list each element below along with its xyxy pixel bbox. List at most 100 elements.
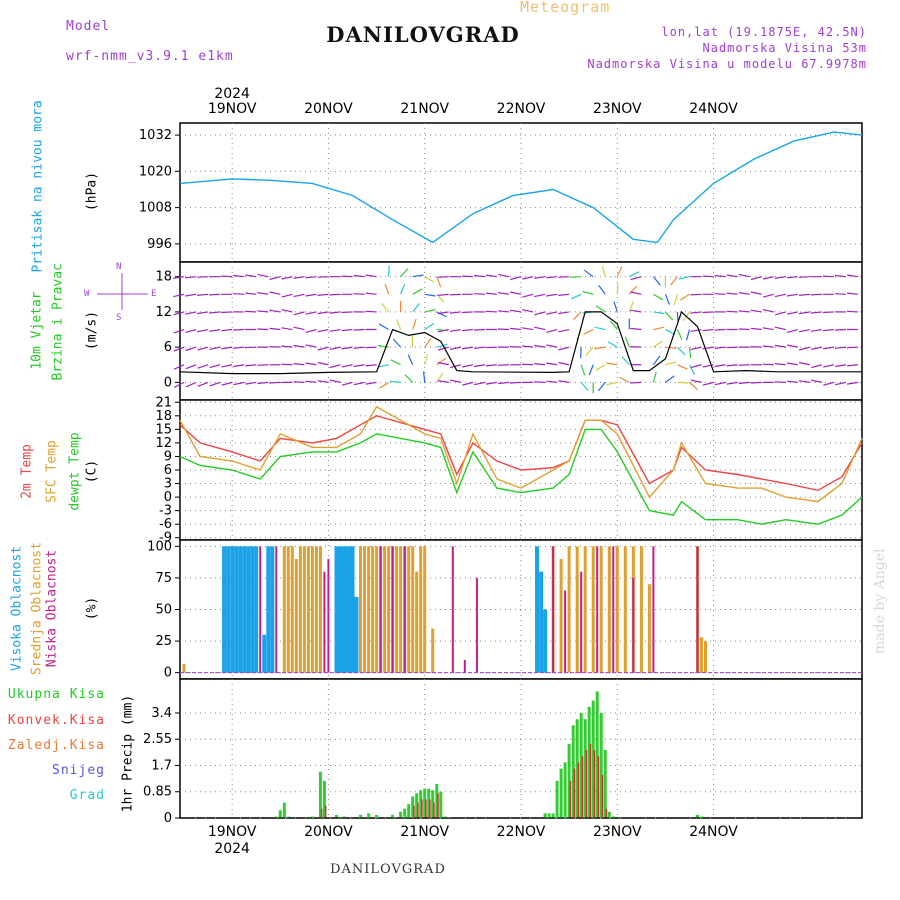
wind-barb — [702, 346, 714, 350]
wind-barb — [436, 276, 442, 288]
precip-bar — [611, 816, 615, 818]
chart-title: DANILOVGRAD — [326, 22, 520, 47]
wind-barb — [173, 346, 185, 352]
wind-barb — [233, 274, 245, 278]
temp-line-0 — [179, 415, 863, 492]
wind-barb — [498, 273, 510, 278]
wind-barb — [173, 364, 185, 370]
temp-ytick-label: -9 — [159, 531, 172, 546]
wind-barb — [522, 309, 534, 313]
wind-barb — [606, 362, 618, 366]
cloud-bar — [367, 546, 371, 673]
wind-ytick-label: 12 — [155, 305, 172, 320]
wind-barb — [281, 276, 293, 280]
wind-barb — [750, 276, 762, 281]
wind-barb — [436, 343, 448, 348]
cloud-bar — [583, 546, 587, 673]
wind-barb — [209, 381, 221, 387]
wind-barb — [221, 328, 233, 332]
wind-barb — [257, 273, 269, 278]
wind-barb — [823, 364, 835, 368]
wind-barb — [462, 381, 474, 386]
wind-barb — [580, 382, 589, 392]
wind-barb — [714, 346, 726, 349]
wind-barb — [305, 344, 317, 348]
wind-barb — [510, 276, 522, 281]
wind-barb — [546, 276, 558, 279]
cloud-bar — [226, 546, 231, 673]
wind-barb — [317, 293, 329, 296]
wind-barb — [690, 328, 702, 332]
precip-bar — [423, 788, 427, 818]
bottom-day-label: 20NOV — [304, 824, 353, 840]
wind-barb — [630, 346, 642, 348]
wind-barb — [407, 354, 414, 366]
wind-barb — [570, 293, 582, 300]
wind-barb — [233, 364, 245, 368]
precip-bar — [399, 811, 403, 818]
bottom-day-label: 22NOV — [497, 824, 546, 840]
wind-barb — [437, 380, 449, 383]
temp-ytick-label: 9 — [164, 449, 172, 464]
cloud-ytick-label: 0 — [164, 666, 172, 681]
precip-ytick-label: 2.55 — [143, 732, 172, 747]
model-name: wrf-nmm_v3.9.1 e1km — [66, 49, 234, 64]
wind-barb — [412, 288, 423, 295]
temp-ytick-label: 6 — [164, 463, 172, 478]
wind-barb — [461, 311, 473, 314]
wind-barb — [510, 309, 522, 313]
wind-barb — [750, 309, 762, 313]
wind-barb — [834, 274, 847, 278]
wind-barb — [185, 276, 197, 279]
precip-bar — [555, 780, 559, 818]
wind-barb — [365, 310, 377, 313]
wind-barb — [690, 293, 702, 296]
cloud-bar — [387, 546, 391, 673]
wind-barb — [628, 301, 634, 313]
wind-barb — [846, 364, 859, 367]
mid-cloud-label: Srednja Oblacnost — [29, 541, 45, 676]
wind-barb — [619, 376, 630, 383]
wind-barb — [485, 346, 497, 349]
wind-barb — [726, 364, 738, 367]
wind-barb — [558, 380, 570, 383]
cloud-bar — [696, 546, 699, 673]
wind-barb — [473, 381, 486, 386]
cloud-bar — [623, 546, 627, 673]
convective-bar — [581, 756, 584, 818]
wind-barb — [233, 328, 245, 331]
wind-barb — [305, 362, 317, 366]
wind-barb — [762, 345, 774, 348]
wind-barb — [688, 364, 696, 375]
wind-barb — [221, 275, 233, 278]
cloud-bar — [567, 546, 571, 673]
precip-ytick-label: 0 — [164, 811, 172, 826]
wind-barb — [810, 311, 822, 314]
cloud-bar — [419, 546, 423, 673]
wind-barb — [689, 381, 699, 391]
wind-barb — [774, 344, 786, 348]
wind-barb — [329, 364, 341, 369]
cloud-bar — [535, 546, 539, 673]
wind-barb — [209, 328, 221, 332]
wind-barb — [714, 381, 726, 386]
wind-barb — [209, 346, 221, 350]
wind-barb — [664, 311, 674, 321]
wind-barb — [305, 293, 317, 297]
wind-barb — [485, 292, 497, 295]
cloud-bar — [580, 571, 583, 673]
wind-barb — [595, 364, 606, 371]
compass-east: E — [151, 289, 157, 299]
wind-barb — [597, 382, 606, 392]
wind-barb — [522, 363, 534, 366]
cloud-bar — [632, 577, 635, 673]
precip-bar — [278, 810, 282, 818]
wind-barb — [509, 346, 522, 348]
wind-label-2: Brzina i Pravac — [50, 263, 66, 381]
wind-barb — [558, 328, 570, 333]
legend-hail: Grad — [69, 788, 105, 803]
wind-barb — [594, 326, 606, 331]
precip-bar — [411, 796, 415, 818]
model-label: Model — [66, 19, 111, 34]
